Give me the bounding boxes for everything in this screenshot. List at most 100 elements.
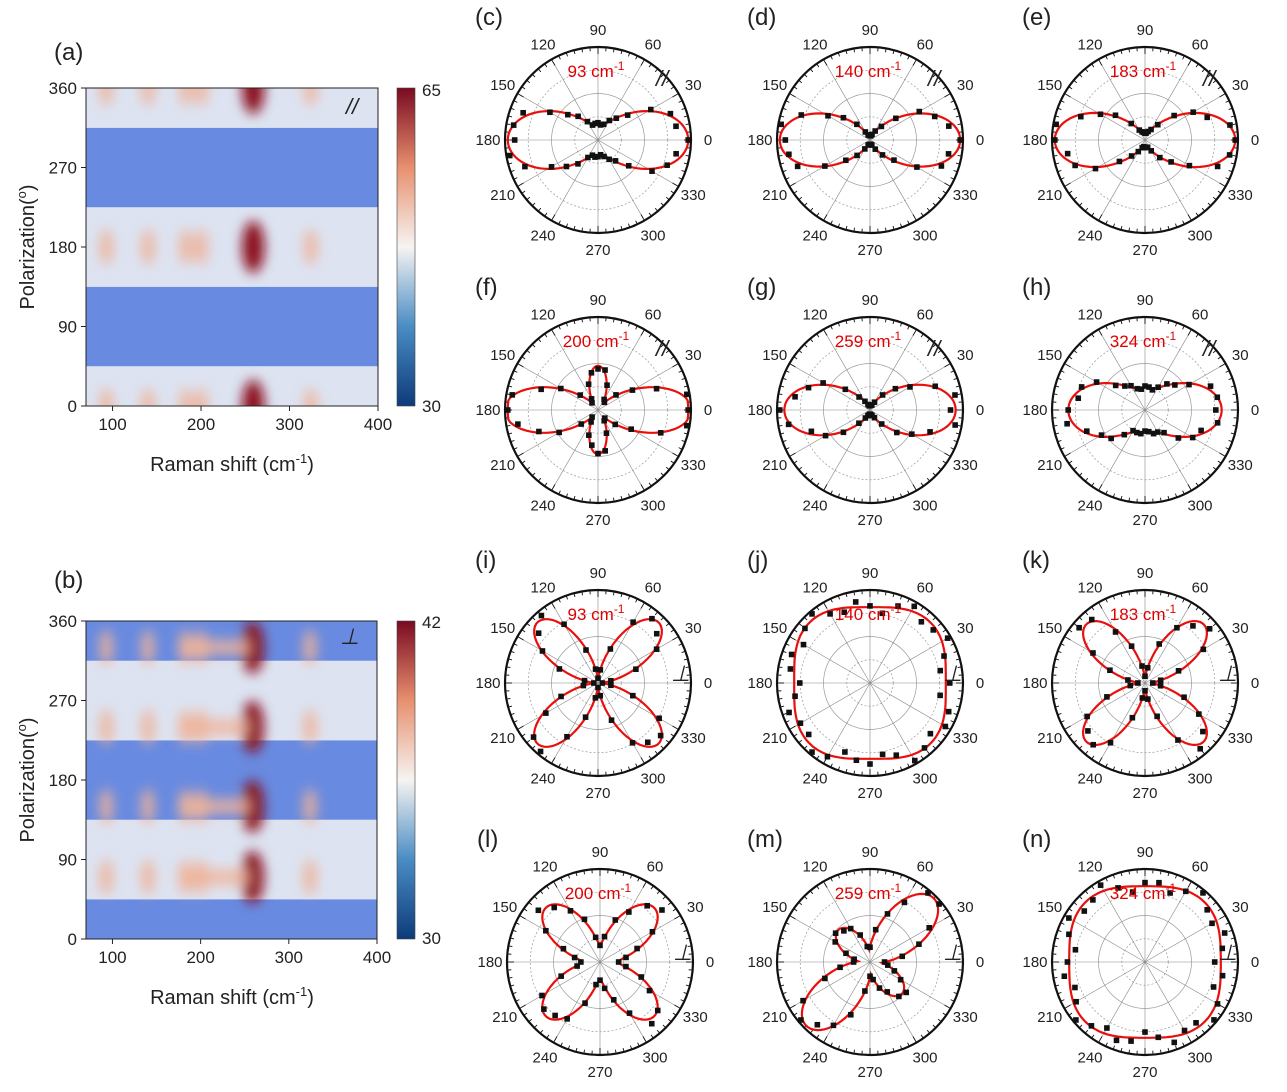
polar-data-point <box>827 611 833 617</box>
polar-tick <box>816 333 820 338</box>
polar-tick <box>785 370 790 373</box>
polar-tick <box>513 643 518 646</box>
polar-tick <box>544 212 548 217</box>
y-tick-label: 360 <box>49 612 77 631</box>
polar-data-point <box>595 684 601 691</box>
polar-data-point <box>800 641 807 648</box>
polar-tick <box>1057 929 1062 932</box>
polar-data-point <box>522 163 528 170</box>
polar-tick <box>665 739 670 744</box>
polar-tick <box>1073 79 1078 84</box>
polar-angle-label: 330 <box>1228 730 1253 747</box>
polar-data-point <box>565 111 571 118</box>
polar-data-point <box>927 730 934 737</box>
polar-data-point <box>862 146 868 152</box>
polar-tick <box>681 713 686 716</box>
polar-grid-spoke <box>517 636 599 684</box>
polar-grid-spoke <box>823 59 871 141</box>
polar-tick <box>683 705 688 708</box>
polar-data-point <box>629 387 636 393</box>
polar-data-point <box>782 137 789 143</box>
polar-data-point <box>667 110 674 117</box>
polar-tick <box>683 929 688 932</box>
polar-tick <box>508 658 513 661</box>
polar-tick <box>567 1045 570 1050</box>
polar-tick <box>551 757 556 764</box>
polar-frequency-label: 93 cm-1 <box>568 59 625 81</box>
polar-data-point <box>1116 158 1123 165</box>
polar-data-point <box>1171 112 1177 119</box>
polar-grid-spoke <box>597 139 679 187</box>
heatmap-a-axes: 100 200 300 400 0 90 180 270 360 <box>49 79 393 434</box>
polar-frequency-label: 324 cm-1 <box>1110 881 1177 903</box>
polar-tick <box>1175 52 1178 57</box>
polar-data-point <box>1134 385 1141 392</box>
polar-tick <box>1064 182 1071 187</box>
polar-tick <box>1228 929 1233 932</box>
polar-tick <box>937 1018 942 1023</box>
polar-data-point <box>1128 153 1135 159</box>
polar-tick <box>642 881 647 888</box>
polar-grid-spoke <box>1064 139 1146 187</box>
polar-tick <box>798 79 803 84</box>
polar-tick <box>508 115 513 118</box>
polar-grid-spoke <box>869 59 917 141</box>
polar-tick <box>780 385 785 388</box>
polar-data-point <box>1181 694 1187 701</box>
polar-data-point <box>673 150 679 157</box>
polar-data-point <box>577 392 584 398</box>
polar-data-point <box>797 720 804 726</box>
polar-angle-label: 60 <box>645 37 662 54</box>
heatmap-peak <box>241 701 264 753</box>
polar-data-point <box>1200 728 1206 735</box>
polar-tick <box>544 606 548 611</box>
polar-tick <box>1187 484 1192 491</box>
polar-grid-spoke <box>597 363 679 411</box>
polar-panel: (i) 0 30 60 90 120 150 180 210 240 270 300 330 93 cm-… <box>475 547 712 802</box>
polar-data-point <box>1139 695 1146 701</box>
polar-data-point <box>822 432 829 439</box>
polar-tick <box>780 432 785 435</box>
polar-tick <box>926 1029 931 1034</box>
polar-tick <box>1175 223 1178 228</box>
polar-tick <box>1053 977 1058 979</box>
polar-angle-label: 270 <box>857 1064 882 1081</box>
polar-data-point <box>1139 663 1145 669</box>
polar-tick <box>942 733 947 737</box>
polar-tick <box>1167 593 1170 598</box>
polar-tick <box>630 874 633 879</box>
heatmap-peak <box>242 88 265 114</box>
polar-tick <box>551 59 556 66</box>
polar-data-point <box>607 646 614 652</box>
polar-tick <box>793 733 798 737</box>
polar-tick <box>1232 425 1237 427</box>
polar-grid-spoke <box>1144 363 1226 411</box>
polar-angle-label: 60 <box>645 580 662 597</box>
polar-data-point <box>1133 429 1140 436</box>
polar-data-point <box>1183 888 1189 895</box>
polar-data-point <box>891 968 898 974</box>
polar-tick <box>678 100 683 103</box>
polar-data-point <box>1204 114 1211 121</box>
polar-polarization-mode: // <box>654 66 670 91</box>
polar-tick <box>782 170 787 173</box>
polar-polarization-mode: // <box>1201 66 1217 91</box>
polar-angle-label: 30 <box>957 77 974 94</box>
polar-tick <box>932 616 937 621</box>
polar-tick <box>1078 1024 1083 1029</box>
polar-tick <box>885 591 887 596</box>
polar-grid-spoke <box>1144 961 1226 1009</box>
polar-tick <box>1055 432 1060 435</box>
polar-tick <box>942 86 947 90</box>
polar-tick <box>517 93 524 98</box>
polar-tick <box>1201 750 1206 755</box>
polar-tick <box>1230 705 1235 708</box>
polar-tick <box>565 223 568 228</box>
polar-angle-label: 210 <box>1037 457 1062 474</box>
heatmap-peak <box>140 388 155 406</box>
polar-polarization-mode: // <box>654 336 670 361</box>
polar-tick <box>1053 945 1058 947</box>
polar-tick <box>1228 440 1233 443</box>
polar-tick <box>926 477 931 482</box>
polar-data-point <box>1186 162 1193 169</box>
